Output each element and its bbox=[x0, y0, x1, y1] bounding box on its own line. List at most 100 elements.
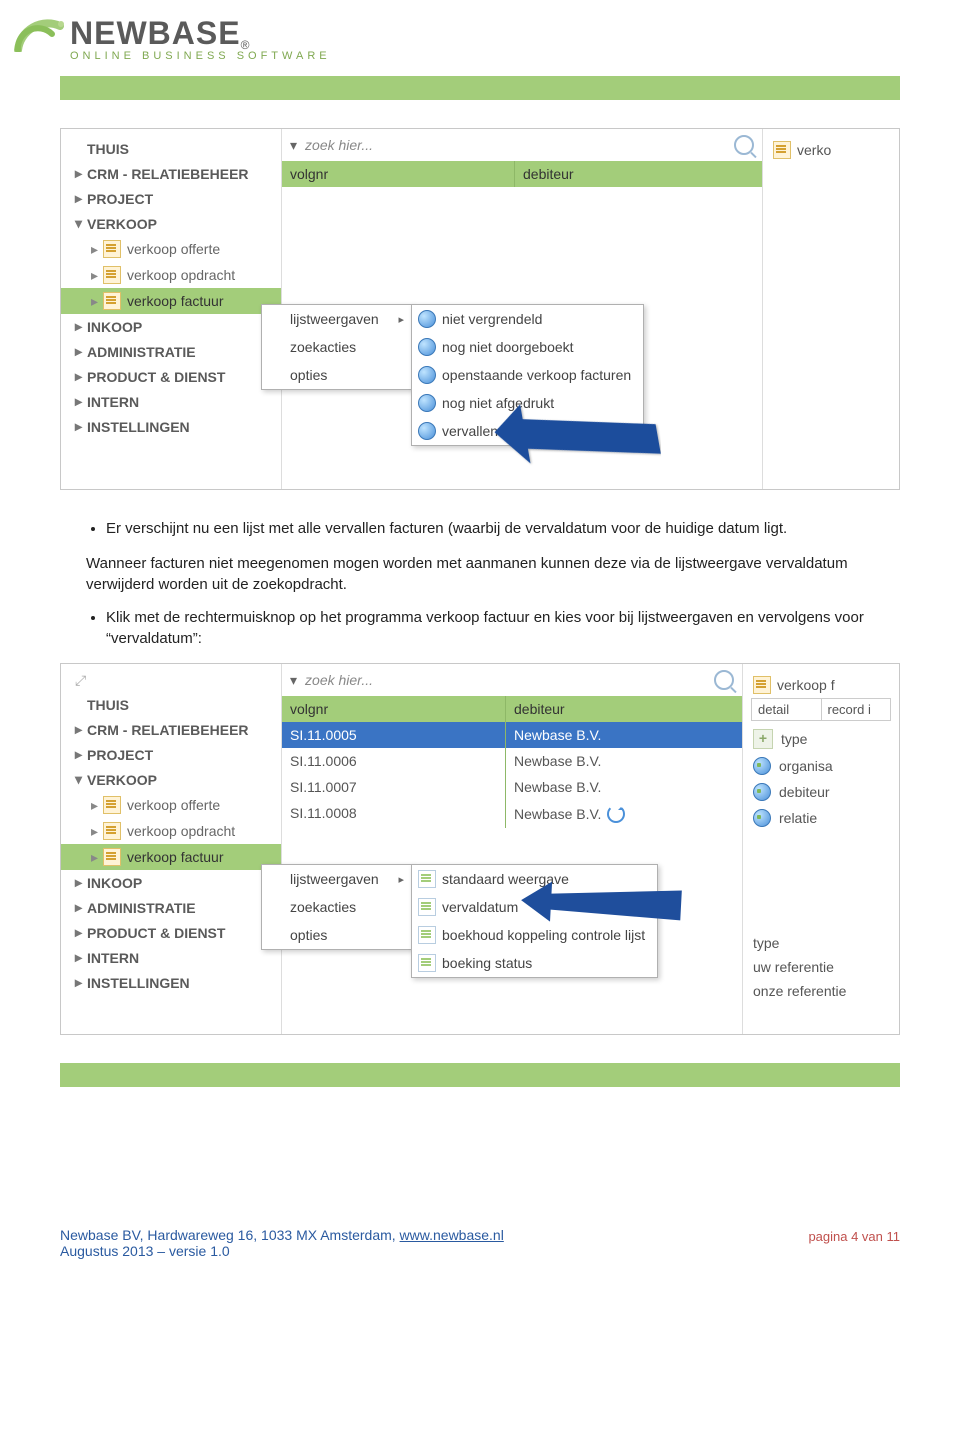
cm-zoekacties[interactable]: zoekacties bbox=[262, 893, 412, 921]
doc-icon bbox=[103, 796, 121, 814]
expand-icon[interactable]: ⤢ bbox=[75, 672, 86, 689]
cm-lijstweergaven[interactable]: lijstweergaven▸ bbox=[262, 865, 412, 893]
doc-icon bbox=[103, 292, 121, 310]
detail-title: verkoop f bbox=[777, 677, 835, 693]
nav-intern[interactable]: ▸INTERN bbox=[61, 389, 281, 414]
sm-nog-niet-afgedrukt[interactable]: nog niet afgedrukt bbox=[412, 389, 643, 417]
sm-standaard-weergave[interactable]: standaard weergave bbox=[412, 865, 657, 893]
nav-verkoop-opdracht[interactable]: ▸verkoop opdracht bbox=[61, 818, 281, 844]
sm-vervaldatum[interactable]: vervaldatum bbox=[412, 893, 657, 921]
cm-lijstweergaven[interactable]: lijstweergaven▸ bbox=[262, 305, 412, 333]
nav-admin[interactable]: ▸ADMINISTRATIE bbox=[61, 895, 281, 920]
lijstweergaven-submenu: standaard weergave vervaldatum boekhoud … bbox=[411, 864, 658, 978]
detail-line: uw referentie bbox=[751, 955, 891, 979]
table-row[interactable]: SI.11.0007Newbase B.V. bbox=[282, 774, 742, 800]
footer-address: Newbase BV, Hardwareweg 16, 1033 MX Amst… bbox=[60, 1227, 400, 1243]
sm-openstaande[interactable]: openstaande verkoop facturen bbox=[412, 361, 643, 389]
list-icon bbox=[418, 898, 436, 916]
nav-inkoop[interactable]: ▸INKOOP bbox=[61, 870, 281, 895]
doc-icon bbox=[773, 141, 791, 159]
search-row: ▾ zoek hier... bbox=[282, 664, 742, 696]
detail-panel: verko bbox=[763, 129, 899, 489]
detail-tabs: detail record i bbox=[751, 698, 891, 721]
context-menu: lijstweergaven▸ zoekacties opties bbox=[261, 304, 413, 390]
detail-panel: verkoop f detail record i +type organisa… bbox=[743, 664, 899, 1034]
nav-project[interactable]: ▸PROJECT bbox=[61, 742, 281, 767]
nav-verkoop-factuur[interactable]: ▸verkoop factuur bbox=[61, 288, 281, 314]
sm-vervallen[interactable]: vervallen bbox=[412, 417, 643, 445]
globe-icon bbox=[753, 783, 771, 801]
nav-project[interactable]: ▸PROJECT bbox=[61, 186, 281, 211]
table-row[interactable]: SI.11.0006Newbase B.V. bbox=[282, 748, 742, 774]
nav-verkoop-opdracht[interactable]: ▸verkoop opdracht bbox=[61, 262, 281, 288]
globe-icon bbox=[418, 394, 436, 412]
globe-icon bbox=[418, 338, 436, 356]
nav-verkoop-offerte[interactable]: ▸verkoop offerte bbox=[61, 792, 281, 818]
nav-intern[interactable]: ▸INTERN bbox=[61, 945, 281, 970]
dropdown-icon[interactable]: ▾ bbox=[290, 672, 297, 689]
nav-crm[interactable]: ▸CRM - RELATIEBEHEER bbox=[61, 161, 281, 186]
nav-verkoop-offerte[interactable]: ▸verkoop offerte bbox=[61, 236, 281, 262]
nav-home[interactable]: THUIS bbox=[61, 693, 281, 717]
search-icon[interactable] bbox=[734, 135, 754, 155]
search-input[interactable]: zoek hier... bbox=[305, 672, 714, 688]
nav-product[interactable]: ▸PRODUCT & DIENST bbox=[61, 364, 281, 389]
tab-detail[interactable]: detail bbox=[752, 699, 822, 720]
doc-icon bbox=[103, 848, 121, 866]
logo: NEWBASE® ONLINE BUSINESS SOFTWARE bbox=[12, 10, 900, 62]
dropdown-icon[interactable]: ▾ bbox=[290, 137, 297, 154]
nav-home[interactable]: THUIS bbox=[61, 137, 281, 161]
nav-inkoop[interactable]: ▸INKOOP bbox=[61, 314, 281, 339]
nav-verkoop-factuur[interactable]: ▸verkoop factuur bbox=[61, 844, 281, 870]
col-debiteur[interactable]: debiteur bbox=[506, 696, 742, 722]
refresh-icon[interactable] bbox=[607, 805, 625, 823]
col-debiteur[interactable]: debiteur bbox=[515, 161, 762, 187]
search-row: ▾ zoek hier... bbox=[282, 129, 762, 161]
logo-icon bbox=[12, 10, 64, 52]
search-input[interactable]: zoek hier... bbox=[305, 137, 734, 153]
sm-nog-niet-doorgeboekt[interactable]: nog niet doorgeboekt bbox=[412, 333, 643, 361]
globe-icon bbox=[418, 310, 436, 328]
globe-icon bbox=[753, 757, 771, 775]
bullet-1: Er verschijnt nu een lijst met alle verv… bbox=[106, 518, 900, 539]
nav-instellingen[interactable]: ▸INSTELLINGEN bbox=[61, 414, 281, 439]
nav-crm[interactable]: ▸CRM - RELATIEBEHEER bbox=[61, 717, 281, 742]
screenshot-2: ⤢ THUIS ▸CRM - RELATIEBEHEER ▸PROJECT ▾V… bbox=[60, 663, 900, 1035]
table-row[interactable]: SI.11.0008Newbase B.V. bbox=[282, 800, 742, 828]
nav-admin[interactable]: ▸ADMINISTRATIE bbox=[61, 339, 281, 364]
nav-product[interactable]: ▸PRODUCT & DIENST bbox=[61, 920, 281, 945]
nav-verkoop[interactable]: ▾VERKOOP bbox=[61, 211, 281, 236]
screenshot-1: THUIS ▸CRM - RELATIEBEHEER ▸PROJECT ▾VER… bbox=[60, 128, 900, 490]
cm-opties[interactable]: opties bbox=[262, 361, 412, 389]
zoekacties-submenu: niet vergrendeld nog niet doorgeboekt op… bbox=[411, 304, 644, 446]
detail-line: relatie bbox=[751, 805, 891, 831]
cm-opties[interactable]: opties bbox=[262, 921, 412, 949]
footer-bar bbox=[60, 1063, 900, 1087]
list-icon bbox=[418, 954, 436, 972]
plus-icon[interactable]: + bbox=[753, 729, 773, 749]
sm-boeking-status[interactable]: boeking status bbox=[412, 949, 657, 977]
doc-icon bbox=[103, 266, 121, 284]
search-icon[interactable] bbox=[714, 670, 734, 690]
footer-version: Augustus 2013 – versie 1.0 bbox=[60, 1243, 230, 1259]
column-headers: volgnr debiteur bbox=[282, 161, 762, 187]
context-menu: lijstweergaven▸ zoekacties opties bbox=[261, 864, 413, 950]
globe-icon bbox=[418, 366, 436, 384]
footer-link[interactable]: www.newbase.nl bbox=[400, 1227, 504, 1243]
nav-verkoop[interactable]: ▾VERKOOP bbox=[61, 767, 281, 792]
list-icon bbox=[418, 926, 436, 944]
cm-zoekacties[interactable]: zoekacties bbox=[262, 333, 412, 361]
doc-icon bbox=[103, 822, 121, 840]
table-row[interactable]: SI.11.0005Newbase B.V. bbox=[282, 722, 742, 748]
footer: Newbase BV, Hardwareweg 16, 1033 MX Amst… bbox=[60, 1227, 900, 1259]
nav-instellingen[interactable]: ▸INSTELLINGEN bbox=[61, 970, 281, 995]
col-volgnr[interactable]: volgnr bbox=[282, 696, 506, 722]
header-bar bbox=[60, 76, 900, 100]
nav-tree: ⤢ THUIS ▸CRM - RELATIEBEHEER ▸PROJECT ▾V… bbox=[61, 664, 281, 1034]
col-volgnr[interactable]: volgnr bbox=[282, 161, 515, 187]
detail-line: debiteur bbox=[751, 779, 891, 805]
body-text-1: Er verschijnt nu een lijst met alle verv… bbox=[60, 518, 900, 649]
sm-boekhoud-koppeling[interactable]: boekhoud koppeling controle lijst bbox=[412, 921, 657, 949]
sm-niet-vergrendeld[interactable]: niet vergrendeld bbox=[412, 305, 643, 333]
tab-record[interactable]: record i bbox=[822, 699, 891, 720]
